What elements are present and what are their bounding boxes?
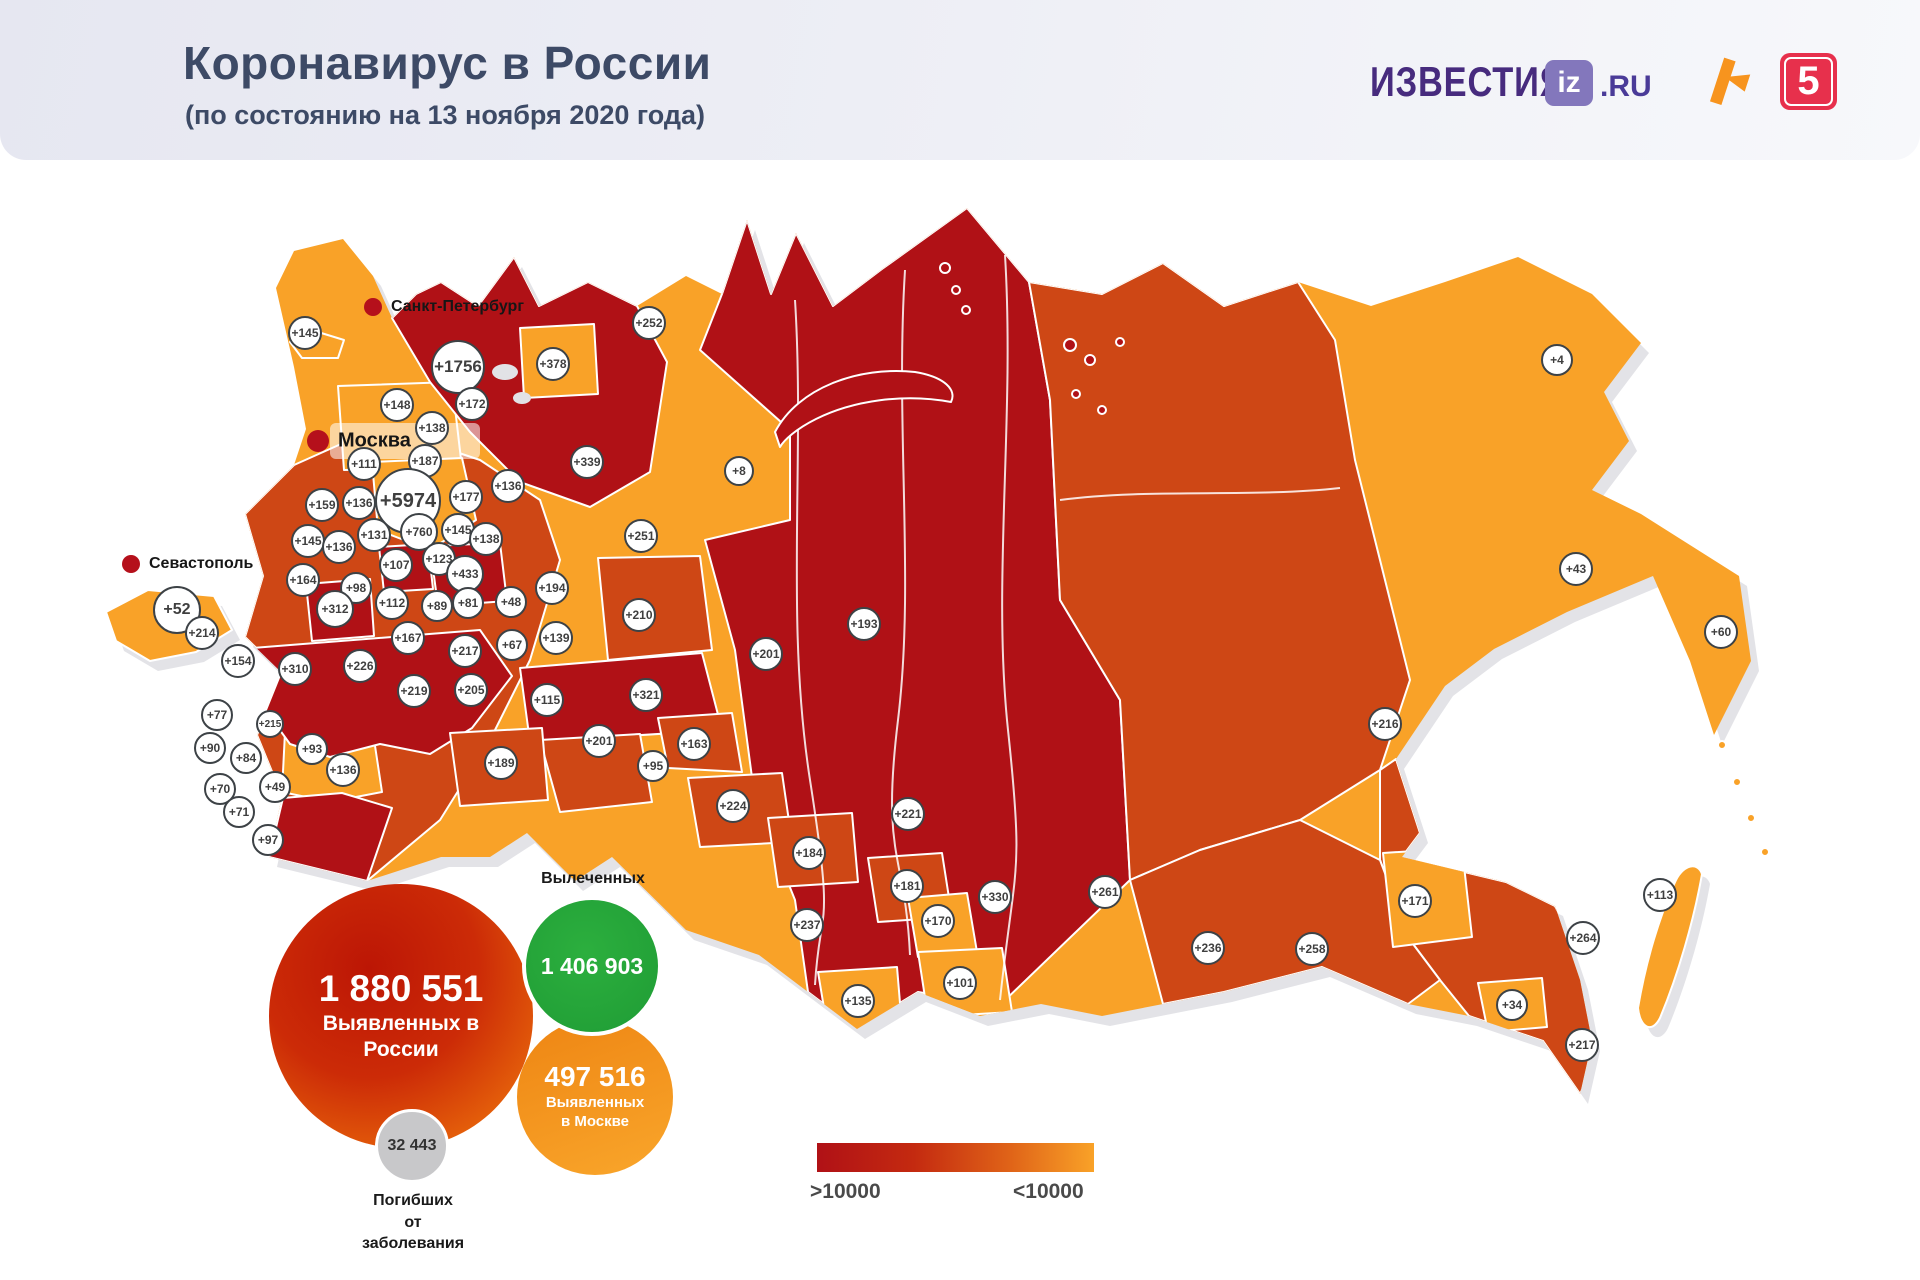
region-dark-c xyxy=(378,543,434,593)
detected-moscow-value: 497 516 xyxy=(544,1061,646,1093)
header: Коронавирус в России (по состоянию на 13… xyxy=(0,0,1920,160)
deaths-value: 32 443 xyxy=(387,1137,437,1154)
island-novaya-zemlya xyxy=(774,370,954,448)
region-orange-a xyxy=(907,892,978,958)
ren-tv-logo xyxy=(1709,57,1751,106)
island-sakhalin xyxy=(1637,865,1703,1029)
izvestia-logo: ИЗВЕСТИЯ xyxy=(1370,58,1566,105)
island-arctic xyxy=(1063,338,1077,352)
island-kuril xyxy=(1760,847,1770,857)
region-dark-b xyxy=(429,542,508,607)
legend-gradient-bar xyxy=(817,1143,1094,1172)
island-arctic xyxy=(951,285,961,295)
detected-russia-label: Выявленных в России xyxy=(322,1012,480,1062)
region-mid-b xyxy=(539,733,653,813)
lake xyxy=(492,364,518,380)
channel5-ring xyxy=(1784,57,1833,106)
internal-border xyxy=(1059,487,1341,501)
internal-border xyxy=(999,254,1018,1001)
deaths-circle: 32 443 xyxy=(375,1109,449,1183)
lake xyxy=(513,392,531,404)
island-arctic xyxy=(1084,354,1096,366)
region-orange-b xyxy=(917,947,1013,1018)
region-yakutia xyxy=(1028,262,1411,881)
detected-russia-circle: 1 880 551 Выявленных в России xyxy=(269,884,533,1148)
detected-moscow-circle: 497 516 Выявленных в Москве xyxy=(517,1019,673,1175)
iz-ru-logo: iz xyxy=(1545,60,1593,106)
island-arctic xyxy=(1115,337,1125,347)
region-orange-d xyxy=(1382,847,1473,948)
detected-moscow-label: Выявленных в Москве xyxy=(545,1093,645,1131)
legend-right-label: <10000 xyxy=(1013,1180,1084,1203)
island-arctic xyxy=(1071,389,1081,399)
island-arctic xyxy=(1097,405,1107,415)
region-mid-c xyxy=(657,712,743,773)
region-north-orange-hole xyxy=(519,323,599,399)
island-kuril xyxy=(1732,777,1742,787)
iz-ru-logo-text: iz xyxy=(1557,66,1581,99)
island-kuril xyxy=(1746,813,1756,823)
island-arctic xyxy=(961,305,971,315)
island-arctic xyxy=(939,262,951,274)
cured-value: 1 406 903 xyxy=(540,952,644,979)
legend-left-label: >10000 xyxy=(810,1180,881,1203)
region-mid-a xyxy=(597,555,713,661)
page-subtitle: (по состоянию на 13 ноября 2020 года) xyxy=(185,100,706,130)
page-title: Коронавирус в России xyxy=(183,37,712,89)
channel5-logo: 5 xyxy=(1780,53,1837,110)
region-mid-f xyxy=(767,812,859,888)
island-kuril xyxy=(1717,740,1727,750)
deaths-label: Погибших от заболевания xyxy=(361,1192,465,1253)
region-mid-e xyxy=(449,727,549,807)
iz-ru-domain: .RU xyxy=(1600,70,1652,103)
cured-circle: 1 406 903 xyxy=(522,896,662,1036)
region-dark-a xyxy=(305,578,375,642)
channel5-digit: 5 xyxy=(1797,59,1820,103)
cured-label: Вылеченных xyxy=(541,870,645,887)
detected-russia-value: 1 880 551 xyxy=(318,968,484,1010)
